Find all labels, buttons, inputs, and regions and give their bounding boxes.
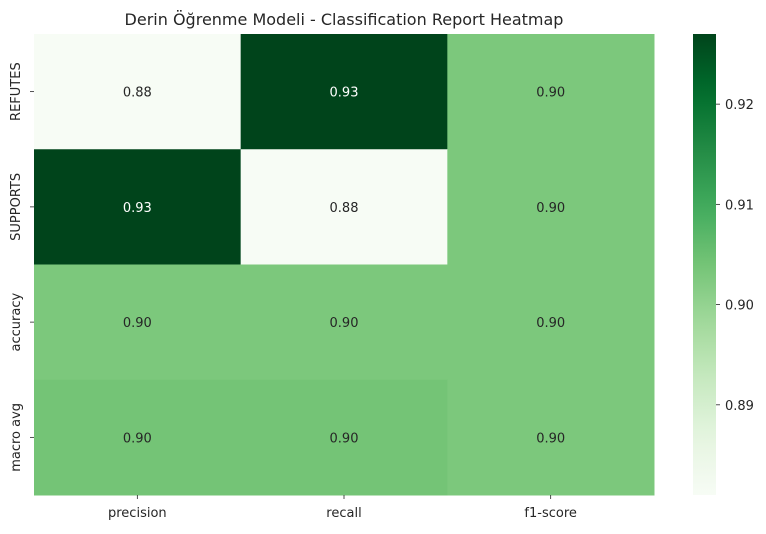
cell-annotation: 0.93 (123, 201, 152, 216)
heatmap-cell (34, 379, 242, 496)
colorbar-tick-label: 0.92 (725, 98, 754, 113)
heatmap-cell (447, 264, 655, 381)
cell-annotation: 0.88 (123, 86, 152, 101)
heatmap-cell (34, 34, 242, 150)
y-tick-label: REFUTES (9, 62, 24, 121)
colorbar-gradient (693, 34, 716, 495)
cell-annotations: 0.88 0.93 0.90 0.93 0.88 0.90 0.90 0.90 0.90 0.90… (123, 86, 565, 447)
colorbar: 0.89 0.90 0.91 0.92 (693, 34, 754, 495)
colorbar-tick-label: 0.90 (725, 299, 754, 314)
chart-title: Derin Öğrenme Modeli - Classification Re… (125, 10, 564, 29)
cell-annotation: 0.88 (330, 201, 359, 216)
cell-annotation: 0.90 (123, 431, 152, 446)
y-tick-label: macro avg (9, 403, 24, 472)
colorbar-tick-label: 0.89 (725, 399, 754, 414)
cell-annotation: 0.90 (536, 201, 565, 216)
cell-annotation: 0.90 (536, 431, 565, 446)
cell-annotation: 0.93 (330, 86, 359, 101)
cell-annotation: 0.90 (536, 316, 565, 331)
colorbar-tick-label: 0.91 (725, 198, 754, 213)
heatmap-cell (447, 34, 655, 150)
heatmap-cells (34, 34, 655, 496)
heatmap-cell (240, 379, 448, 496)
heatmap-cell (240, 149, 448, 265)
cell-annotation: 0.90 (330, 316, 359, 331)
heatmap-cell (240, 34, 448, 150)
x-tick-label: precision (108, 506, 167, 521)
cell-annotation: 0.90 (536, 86, 565, 101)
x-axis: precision recall f1-score (108, 495, 577, 521)
y-axis: REFUTES SUPPORTS accuracy macro avg (9, 62, 34, 472)
y-tick-label: SUPPORTS (9, 173, 24, 241)
x-tick-label: recall (326, 506, 361, 521)
heatmap-cell (34, 149, 242, 265)
cell-annotation: 0.90 (330, 431, 359, 446)
heatmap-cell (447, 149, 655, 265)
heatmap-cell (447, 379, 655, 496)
cell-annotation: 0.90 (123, 316, 152, 331)
x-tick-label: f1-score (524, 506, 576, 521)
heatmap-cell (240, 264, 448, 381)
heatmap-cell (34, 264, 242, 381)
y-tick-label: accuracy (9, 292, 24, 351)
